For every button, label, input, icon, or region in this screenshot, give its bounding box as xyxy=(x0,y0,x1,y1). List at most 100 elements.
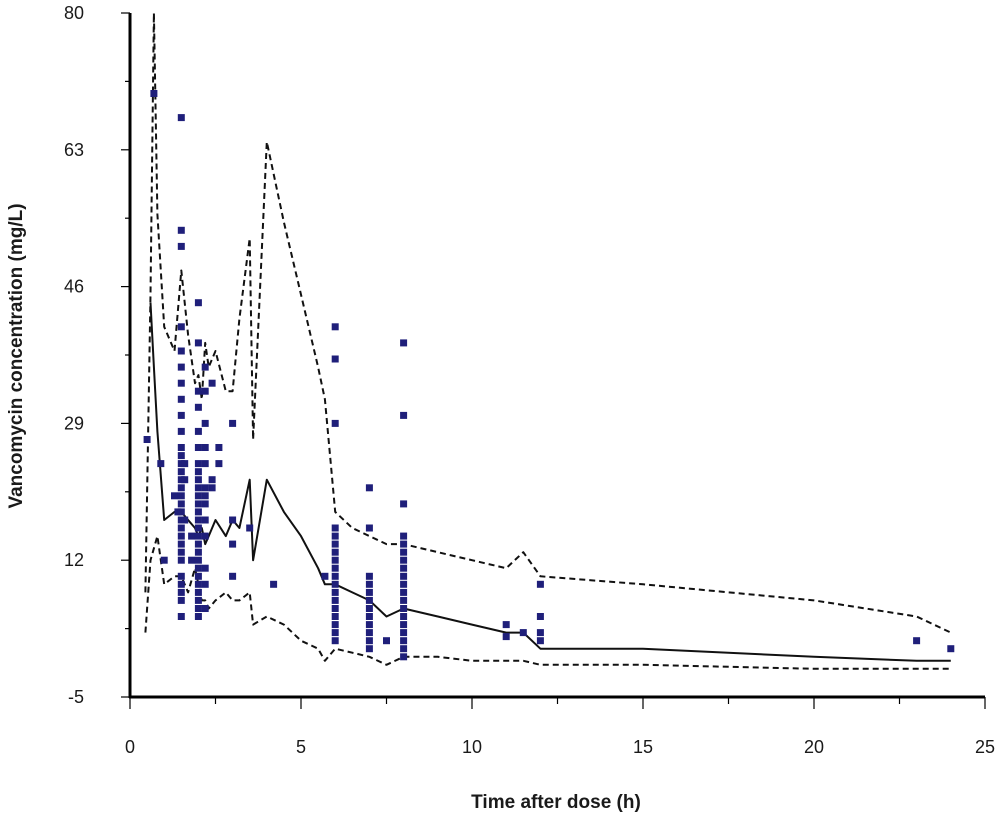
data-point xyxy=(331,588,339,596)
data-point xyxy=(194,613,202,620)
data-point xyxy=(331,564,339,572)
data-point xyxy=(365,588,373,596)
data-point xyxy=(331,613,339,620)
data-point xyxy=(229,516,237,524)
data-point xyxy=(400,580,408,588)
data-point xyxy=(365,637,373,645)
data-point xyxy=(171,492,178,500)
observed-points xyxy=(143,90,955,661)
data-point xyxy=(331,548,339,556)
data-point xyxy=(181,516,189,524)
data-point xyxy=(177,540,185,548)
data-point xyxy=(177,379,185,387)
data-point xyxy=(177,242,185,250)
data-point xyxy=(177,588,185,596)
data-point xyxy=(331,540,339,548)
data-point xyxy=(201,363,209,371)
data-point xyxy=(194,500,202,508)
data-point xyxy=(188,532,196,540)
data-point xyxy=(150,90,158,97)
data-point xyxy=(177,363,185,371)
data-point xyxy=(331,419,339,427)
data-point xyxy=(194,460,202,468)
data-point xyxy=(194,548,202,556)
data-point xyxy=(194,387,202,395)
data-point xyxy=(194,476,202,484)
data-point xyxy=(201,492,209,500)
axes: -5 12 29 46 63 80 0 5 10 15 20 25 xyxy=(64,3,995,757)
data-point xyxy=(215,460,223,468)
data-point xyxy=(331,524,339,532)
data-point xyxy=(194,524,202,532)
data-point xyxy=(194,580,202,588)
y-tick-label: 63 xyxy=(64,140,84,160)
data-point xyxy=(536,580,544,588)
data-point xyxy=(365,572,373,580)
data-point xyxy=(400,596,408,604)
data-point xyxy=(246,524,254,532)
data-point xyxy=(194,339,202,347)
x-tick-label: 25 xyxy=(975,737,995,757)
x-tick-label: 15 xyxy=(633,737,653,757)
data-point xyxy=(181,476,189,484)
x-axis-title: Time after dose (h) xyxy=(471,792,641,813)
data-point xyxy=(201,516,209,524)
data-point xyxy=(177,580,185,588)
data-point xyxy=(194,556,202,564)
prediction-interval-lines xyxy=(144,12,952,670)
data-point xyxy=(177,613,185,620)
data-point xyxy=(194,532,202,540)
data-point xyxy=(365,580,373,588)
x-tick-label: 20 xyxy=(804,737,824,757)
data-point xyxy=(913,637,921,645)
data-point xyxy=(229,572,237,580)
data-point xyxy=(400,605,408,612)
data-point xyxy=(160,556,168,564)
data-point xyxy=(177,572,185,580)
data-point xyxy=(201,564,209,572)
data-point xyxy=(215,444,223,451)
y-tick-label: 46 xyxy=(64,277,84,297)
data-point xyxy=(181,460,189,468)
data-point xyxy=(400,572,408,580)
data-point xyxy=(194,540,202,548)
data-point xyxy=(331,580,339,588)
data-point xyxy=(400,613,408,620)
data-point xyxy=(194,516,202,524)
data-point xyxy=(400,556,408,564)
data-point xyxy=(400,629,408,637)
data-point xyxy=(201,605,209,612)
data-point xyxy=(400,637,408,645)
x-tick-label: 5 xyxy=(296,737,306,757)
data-point xyxy=(400,540,408,548)
data-point xyxy=(365,613,373,620)
data-point xyxy=(188,556,196,564)
x-tick-label: 0 xyxy=(125,737,135,757)
data-point xyxy=(400,532,408,540)
data-point xyxy=(400,588,408,596)
data-point xyxy=(400,548,408,556)
data-point xyxy=(208,484,216,492)
data-point xyxy=(400,645,408,653)
data-point xyxy=(331,637,339,645)
data-point xyxy=(400,564,408,572)
data-point xyxy=(400,621,408,629)
data-point xyxy=(177,524,185,532)
data-point xyxy=(194,299,202,307)
data-point xyxy=(270,580,278,588)
data-point xyxy=(502,633,510,641)
data-point xyxy=(194,588,202,596)
data-point xyxy=(331,532,339,540)
median-line xyxy=(149,302,951,662)
data-point xyxy=(177,395,185,403)
data-point xyxy=(331,572,339,580)
data-point xyxy=(177,411,185,419)
data-point xyxy=(194,572,202,580)
data-point xyxy=(502,621,510,629)
data-point xyxy=(177,427,185,435)
data-point xyxy=(400,339,408,347)
data-point xyxy=(536,637,544,645)
data-point xyxy=(194,444,202,451)
data-point xyxy=(177,484,185,492)
